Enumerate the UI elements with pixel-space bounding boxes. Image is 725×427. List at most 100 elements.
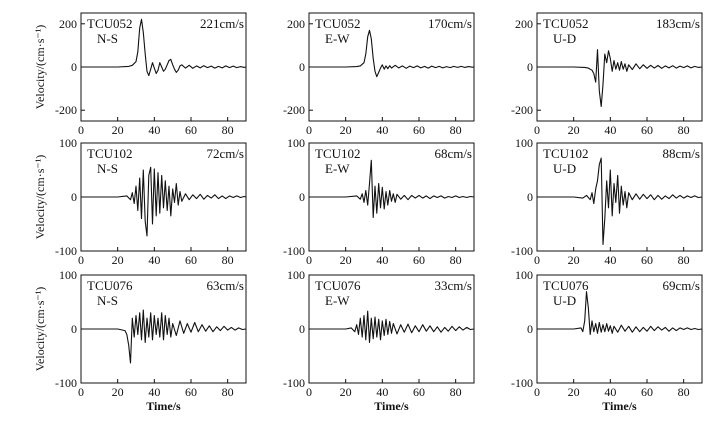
station-label: TCU052	[543, 16, 589, 31]
y-tick-label: -100	[511, 376, 533, 390]
y-tick-label: 0	[527, 60, 533, 74]
y-tick-label: -100	[283, 376, 305, 390]
y-tick-label: -200	[55, 103, 77, 117]
x-tick-label: 20	[568, 123, 580, 137]
x-tick-label: 80	[222, 385, 234, 399]
y-tick-label: 200	[287, 17, 305, 31]
x-tick-label: 60	[185, 253, 197, 267]
x-tick-label: 0	[306, 385, 312, 399]
x-tick-label: 60	[641, 123, 653, 137]
x-tick-label: 20	[568, 253, 580, 267]
x-tick-label: 20	[112, 385, 124, 399]
x-tick-label: 40	[376, 385, 388, 399]
y-tick-label: 0	[71, 322, 77, 336]
y-tick-label: 0	[71, 60, 77, 74]
station-label: TCU052	[87, 16, 133, 31]
component-label: N-S	[97, 293, 118, 308]
y-tick-label: -100	[55, 244, 77, 258]
x-tick-label: 40	[148, 123, 160, 137]
x-tick-label: 60	[413, 253, 425, 267]
velocity-trace	[537, 157, 703, 246]
component-label: U-D	[553, 31, 576, 46]
x-tick-label: 20	[340, 385, 352, 399]
component-label: E-W	[325, 31, 350, 46]
x-tick-label: 40	[604, 385, 616, 399]
y-axis-label: Velocity/(cm·s⁻¹)	[33, 155, 47, 240]
x-tick-label: 40	[604, 253, 616, 267]
x-tick-label: 80	[450, 123, 462, 137]
y-tick-label: 100	[515, 268, 533, 282]
x-tick-label: 0	[534, 123, 540, 137]
y-axis-label: Velocity/(cm·s⁻¹)	[33, 25, 47, 110]
x-tick-label: 40	[148, 253, 160, 267]
x-axis-label: Time/s	[374, 399, 409, 413]
peak-velocity-label: 170cm/s	[428, 16, 472, 31]
x-tick-label: 80	[678, 253, 690, 267]
x-tick-label: 60	[185, 123, 197, 137]
velocity-trace	[537, 49, 703, 108]
peak-velocity-label: 183cm/s	[656, 16, 700, 31]
y-axis-label: Velocity/(cm·s⁻¹)	[33, 287, 47, 372]
station-label: TCU076	[315, 278, 361, 293]
station-label: TCU076	[543, 278, 589, 293]
y-tick-label: 0	[71, 190, 77, 204]
x-tick-label: 80	[450, 253, 462, 267]
x-tick-label: 20	[340, 123, 352, 137]
y-tick-label: 200	[59, 17, 77, 31]
x-tick-label: 20	[112, 253, 124, 267]
y-tick-label: -200	[283, 103, 305, 117]
y-tick-label: 0	[299, 60, 305, 74]
x-tick-label: 60	[413, 385, 425, 399]
x-tick-label: 80	[678, 123, 690, 137]
component-label: E-W	[325, 293, 350, 308]
component-label: U-D	[553, 161, 576, 176]
station-label: TCU052	[315, 16, 361, 31]
component-label: N-S	[97, 31, 118, 46]
station-label: TCU102	[543, 146, 589, 161]
component-label: U-D	[553, 293, 576, 308]
y-tick-label: 0	[527, 322, 533, 336]
peak-velocity-label: 88cm/s	[662, 146, 700, 161]
y-tick-label: 100	[515, 136, 533, 150]
x-axis-label: Time/s	[602, 399, 637, 413]
velocity-trace	[309, 29, 475, 78]
x-tick-label: 60	[413, 123, 425, 137]
x-tick-label: 0	[306, 253, 312, 267]
peak-velocity-label: 33cm/s	[434, 278, 472, 293]
x-tick-label: 60	[185, 385, 197, 399]
x-tick-label: 0	[534, 253, 540, 267]
station-label: TCU102	[87, 146, 133, 161]
x-tick-label: 80	[450, 385, 462, 399]
station-label: TCU076	[87, 278, 133, 293]
y-tick-label: 100	[287, 268, 305, 282]
x-tick-label: 0	[78, 385, 84, 399]
y-tick-label: -100	[55, 376, 77, 390]
y-tick-label: 200	[515, 17, 533, 31]
velocity-trace	[81, 309, 247, 364]
y-tick-label: 100	[287, 136, 305, 150]
y-tick-label: 0	[299, 322, 305, 336]
x-tick-label: 40	[604, 123, 616, 137]
x-tick-label: 20	[568, 385, 580, 399]
component-label: E-W	[325, 161, 350, 176]
peak-velocity-label: 221cm/s	[200, 16, 244, 31]
x-tick-label: 0	[78, 253, 84, 267]
peak-velocity-label: 68cm/s	[434, 146, 472, 161]
x-tick-label: 40	[376, 123, 388, 137]
x-axis-label: Time/s	[146, 399, 181, 413]
velocity-trace	[309, 159, 475, 219]
y-tick-label: -100	[511, 244, 533, 258]
x-tick-label: 0	[534, 385, 540, 399]
y-tick-label: 100	[59, 136, 77, 150]
x-tick-label: 80	[222, 253, 234, 267]
x-tick-label: 0	[306, 123, 312, 137]
x-tick-label: 80	[222, 123, 234, 137]
peak-velocity-label: 63cm/s	[206, 278, 244, 293]
station-label: TCU102	[315, 146, 361, 161]
x-tick-label: 20	[340, 253, 352, 267]
peak-velocity-label: 72cm/s	[206, 146, 244, 161]
